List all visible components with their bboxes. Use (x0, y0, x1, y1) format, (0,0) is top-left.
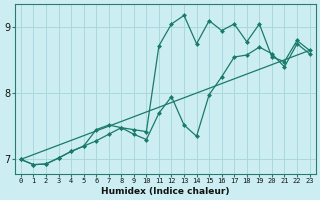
X-axis label: Humidex (Indice chaleur): Humidex (Indice chaleur) (101, 187, 229, 196)
